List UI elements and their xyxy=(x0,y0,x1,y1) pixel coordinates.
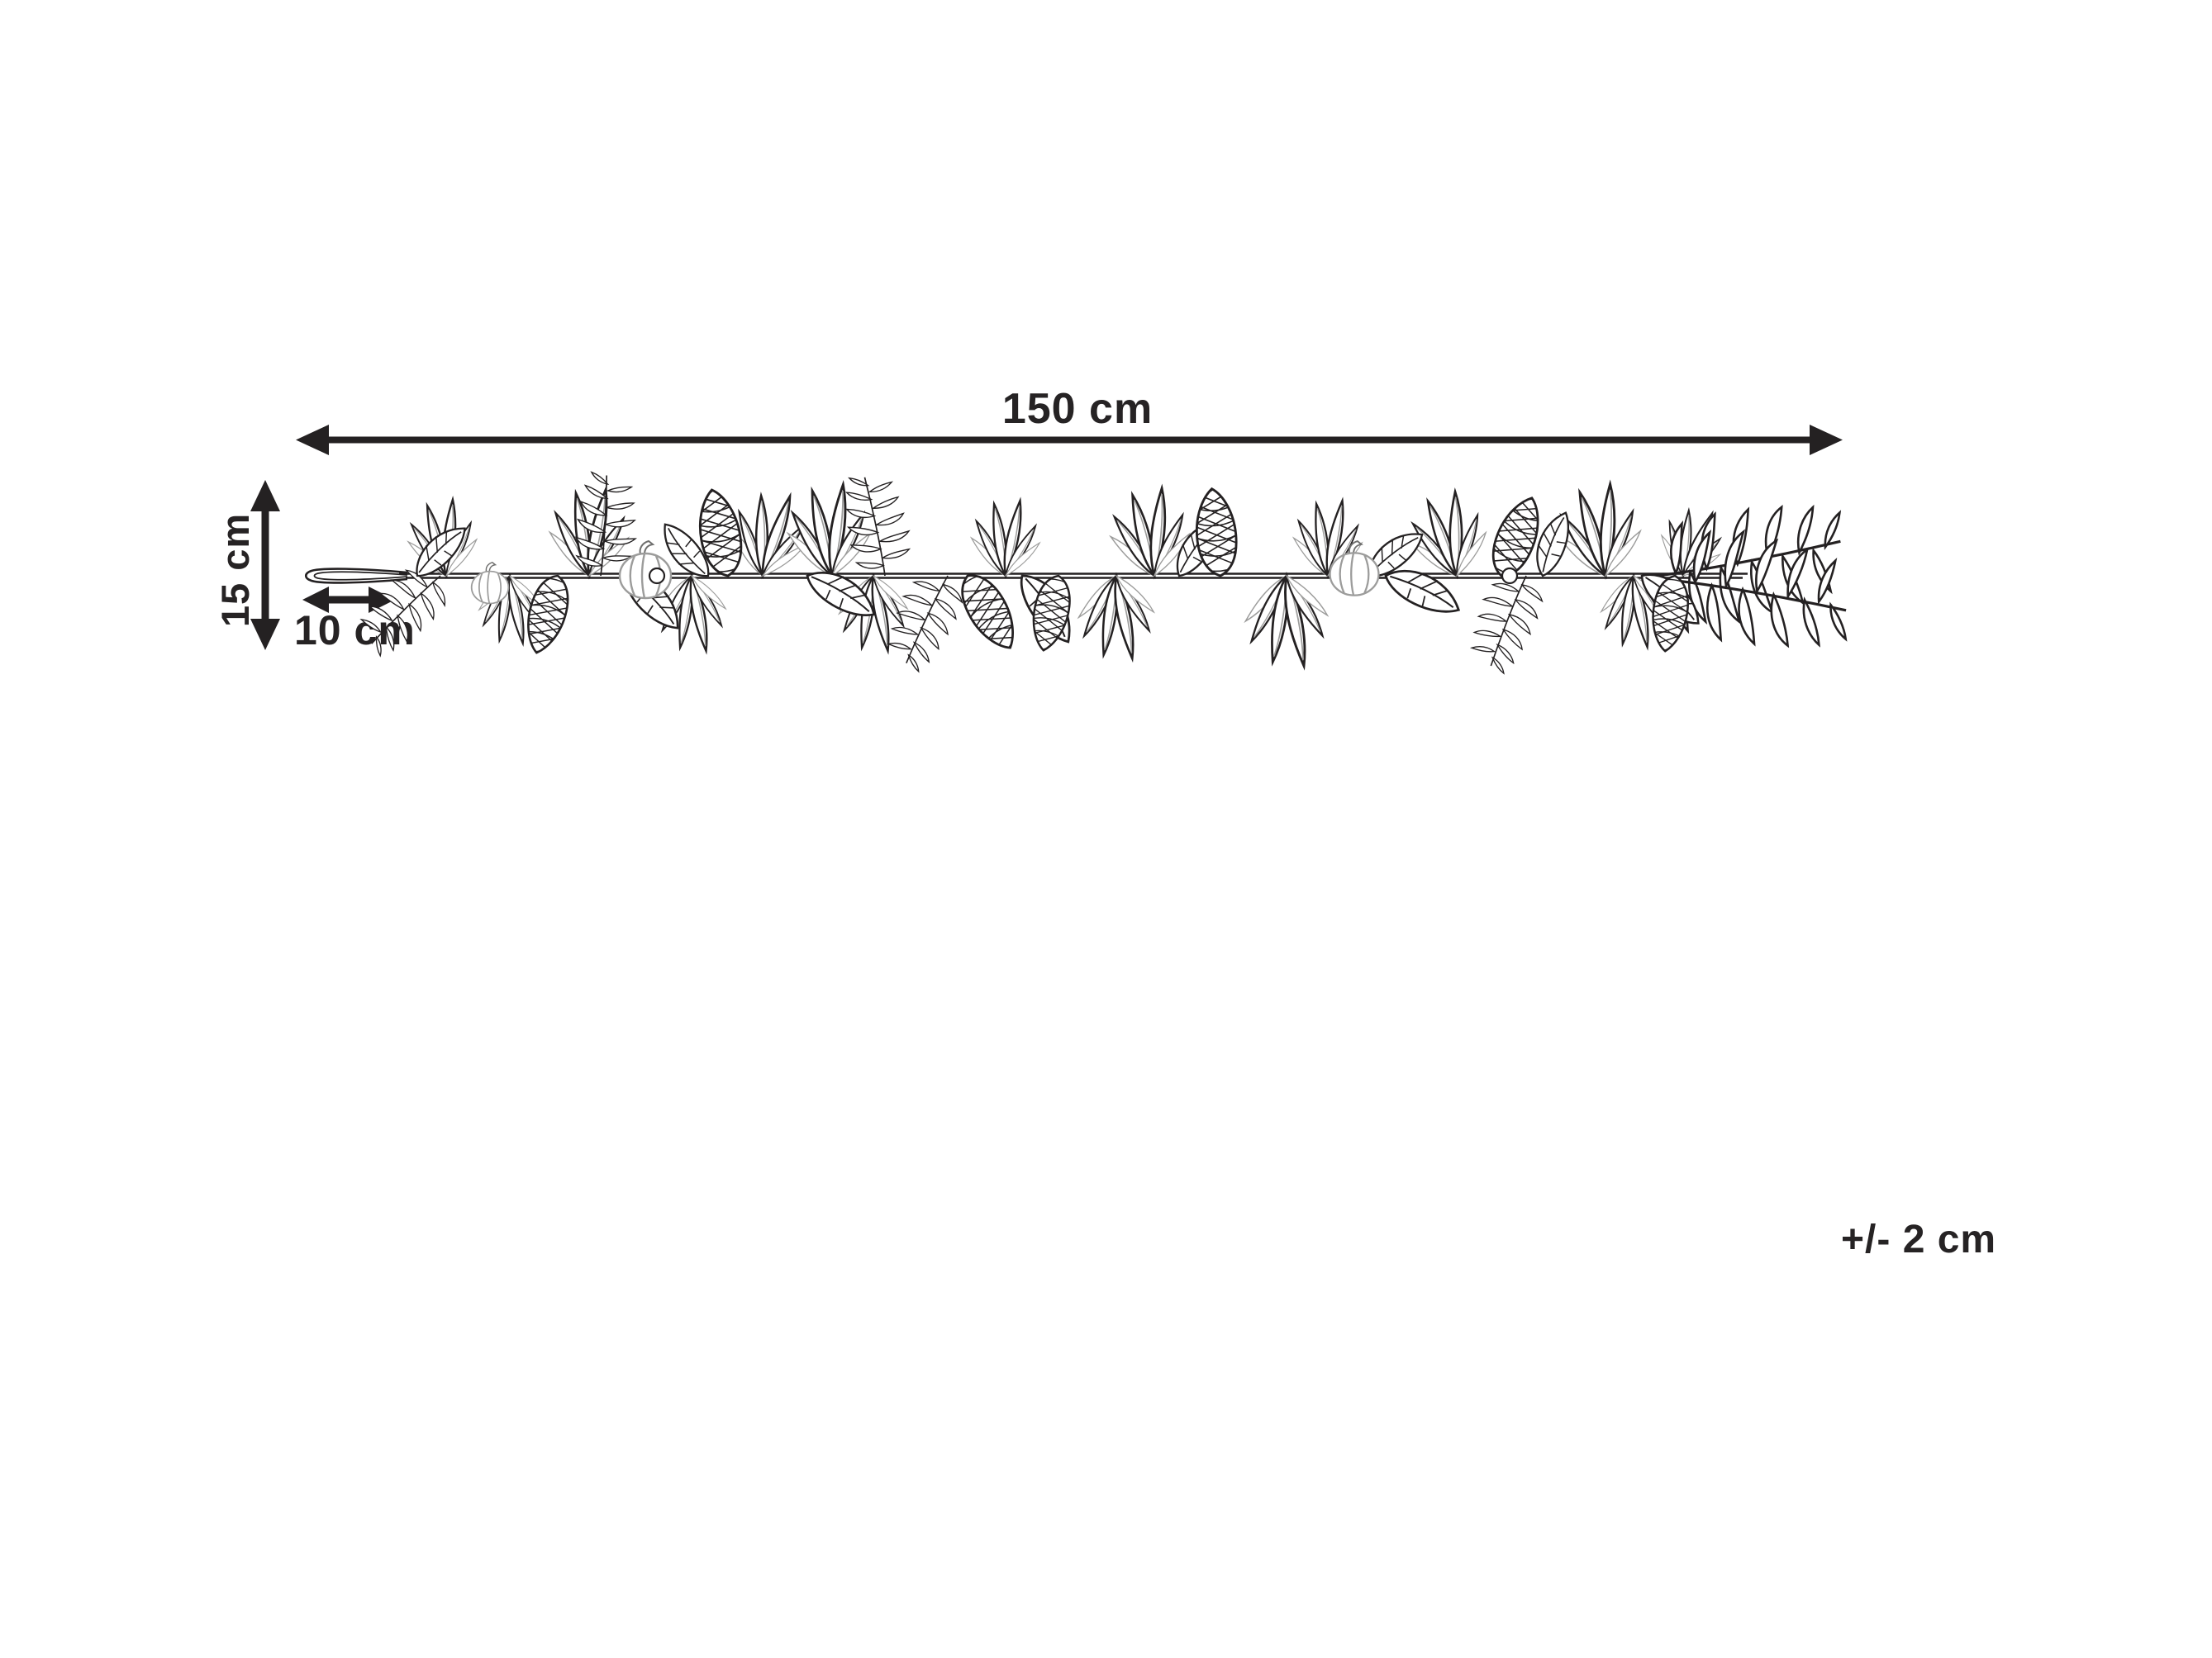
height-dimension-arrow-icon xyxy=(250,480,280,650)
garland-illustration xyxy=(304,483,1853,677)
width-dimension-arrow-icon xyxy=(296,425,1843,455)
tolerance-label: +/- 2 cm xyxy=(1841,1218,1997,1261)
loop-dimension-label: 10 cm xyxy=(294,607,416,653)
loop-dimension-arrow-icon xyxy=(302,587,395,613)
width-dimension-label: 150 cm xyxy=(1001,385,1154,433)
